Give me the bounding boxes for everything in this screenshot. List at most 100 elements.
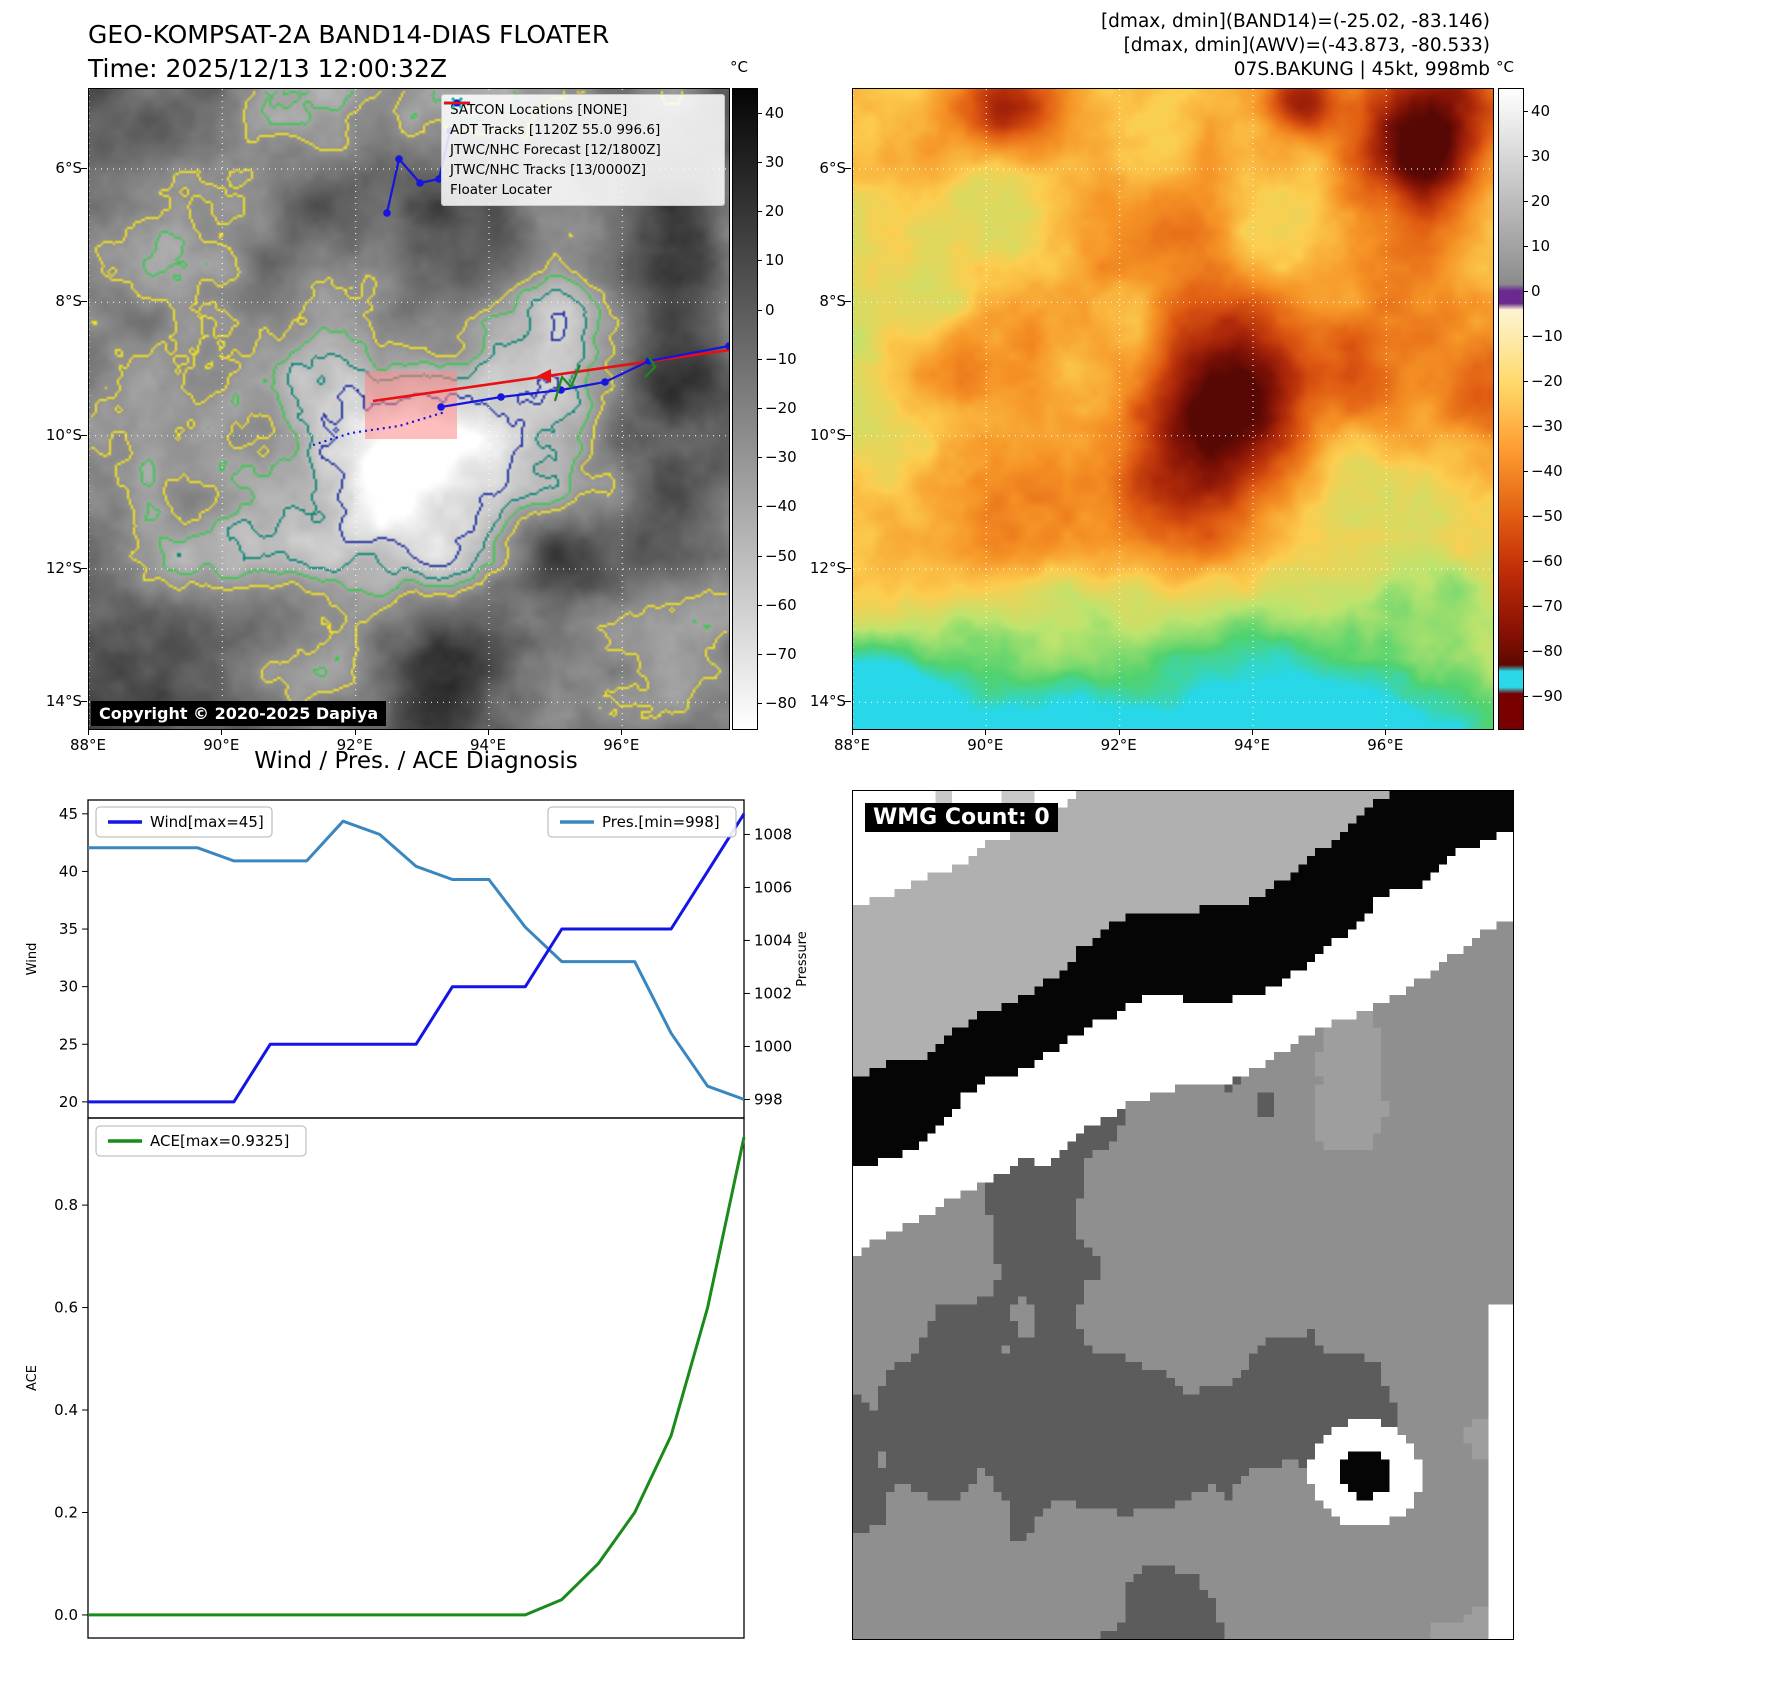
map-legend: SATCON Locations [NONE] ADT Tracks [1120Z… xyxy=(441,94,725,206)
colorbar-tick-label: 0 xyxy=(765,300,775,319)
x-tick-label: 96°E xyxy=(1367,736,1404,754)
colorbar-tick-label: −20 xyxy=(1531,371,1563,390)
pressure-legend-label: Pres.[min=998] xyxy=(602,813,720,831)
x-tick-label: 90°E xyxy=(967,736,1004,754)
colorbar-tick-label: −80 xyxy=(765,694,797,713)
colorbar-tick-label: −60 xyxy=(1531,552,1563,571)
y-tick-mark xyxy=(845,568,851,569)
x-tick-mark xyxy=(88,729,89,735)
pressure-legend-box xyxy=(547,806,737,838)
legend-item: JTWC/NHC Tracks [13/0000Z] xyxy=(444,99,716,180)
panel1-header: GEO-KOMPSAT-2A BAND14-DIAS FLOATER Time:… xyxy=(88,18,609,86)
colorbar-tick-label: −70 xyxy=(1531,597,1563,616)
y-tick-mark xyxy=(845,434,851,436)
colorbar-tick-mark xyxy=(1523,335,1528,337)
x-tick-mark xyxy=(354,729,356,735)
legend-item: JTWC/NHC Forecast [12/1800Z] xyxy=(444,101,716,160)
ace-legend-box xyxy=(95,1125,307,1157)
colorbar-tick-label: −70 xyxy=(765,645,797,664)
colorbar-tick-mark xyxy=(1523,290,1528,292)
x-tick-label: 88°E xyxy=(833,736,871,754)
band14-colorbar-unit: °C xyxy=(730,58,748,76)
pressure-tick-label: 998 xyxy=(754,1090,783,1108)
legend-label: ADT Tracks [1120Z 55.0 996.6] xyxy=(450,122,661,138)
y-tick-mark xyxy=(845,301,851,303)
colorbar-tick-mark xyxy=(1523,245,1528,247)
panel1-title: GEO-KOMPSAT-2A BAND14-DIAS FLOATER xyxy=(88,20,610,49)
colorbar-tick-label: −30 xyxy=(1531,417,1563,436)
colorbar-tick-mark xyxy=(757,604,762,606)
pressure-tick-label: 1006 xyxy=(754,878,792,896)
legend-item: Floater Locater xyxy=(444,101,716,200)
colorbar-tick-mark xyxy=(1523,471,1528,473)
diagnosis-title: Wind / Pres. / ACE Diagnosis xyxy=(254,748,578,774)
ace-series-line xyxy=(88,1136,746,1617)
colorbar-tick-mark xyxy=(757,506,762,508)
awv-colorbar-unit: °C xyxy=(1496,58,1514,76)
colorbar-tick-mark xyxy=(757,112,762,114)
wind-tick-label: 25 xyxy=(59,1035,78,1053)
ace-tick-label: 0.8 xyxy=(54,1196,78,1214)
legend-item: ADT Tracks [1120Z 55.0 996.6] xyxy=(444,101,716,140)
colorbar-tick-mark xyxy=(757,703,762,705)
copyright-label: Copyright © 2020-2025 Dapiya xyxy=(91,701,387,726)
ace-tick-label: 0.2 xyxy=(54,1503,78,1521)
storm-id-intensity: 07S.BAKUNG | 45kt, 998mb xyxy=(1233,59,1490,80)
colorbar-tick-label: 30 xyxy=(765,152,785,171)
colorbar-tick-label: 20 xyxy=(765,202,785,221)
y-tick-mark xyxy=(845,701,851,703)
y-tick-label: 6°S xyxy=(819,159,846,177)
ace-tick-label: 0.4 xyxy=(54,1401,78,1419)
colorbar-tick-label: −10 xyxy=(765,349,797,368)
awv-colorbar xyxy=(1498,88,1524,730)
wmg-image xyxy=(853,791,1513,1639)
y-tick-label: 14°S xyxy=(809,692,846,711)
y-tick-label: 12°S xyxy=(809,559,846,577)
colorbar-tick-label: 10 xyxy=(1531,236,1551,255)
legend-label: JTWC/NHC Forecast [12/1800Z] xyxy=(450,142,661,158)
pressure-tick-label: 1002 xyxy=(754,984,792,1002)
colorbar-tick-label: 40 xyxy=(765,103,785,122)
band14-colorbar xyxy=(732,88,758,730)
panel2-annotations: [dmax, dmin](BAND14)=(-25.02, -83.146) [… xyxy=(852,10,1490,82)
legend-item: SATCON Locations [NONE] xyxy=(450,96,716,120)
colorbar-tick-mark xyxy=(757,457,762,459)
colorbar-tick-label: −60 xyxy=(765,595,797,614)
y-tick-label: 10°S xyxy=(809,425,846,444)
colorbar-tick-mark xyxy=(757,555,762,557)
x-tick-label: 96°E xyxy=(603,736,640,754)
ace-legend-label: ACE[max=0.9325] xyxy=(150,1132,289,1150)
band14-satellite-map: SATCON Locations [NONE] ADT Tracks [1120Z… xyxy=(88,88,730,730)
y-tick-label: 8°S xyxy=(819,292,846,311)
panel1-timestamp: Time: 2025/12/13 12:00:32Z xyxy=(88,54,447,83)
pressure-axis-label: Pressure xyxy=(795,931,810,987)
colorbar-tick-label: 10 xyxy=(765,251,785,270)
colorbar-tick-mark xyxy=(757,408,762,409)
y-tick-mark xyxy=(81,568,87,569)
wmg-count-label: WMG Count: 0 xyxy=(865,803,1058,832)
colorbar-tick-label: −40 xyxy=(1531,462,1563,481)
y-tick-mark xyxy=(81,701,87,703)
wind-legend-box xyxy=(95,806,273,838)
colorbar-tick-label: −30 xyxy=(765,448,797,467)
pressure-tick-label: 1000 xyxy=(754,1037,792,1055)
x-tick-mark xyxy=(621,729,623,735)
dmax-dmin-awv: [dmax, dmin](AWV)=(-43.873, -80.533) xyxy=(1123,35,1490,56)
y-tick-label: 6°S xyxy=(55,159,82,177)
y-tick-mark xyxy=(81,168,87,169)
colorbar-tick-mark xyxy=(1523,426,1528,428)
legend-label: JTWC/NHC Tracks [13/0000Z] xyxy=(450,162,647,178)
colorbar-tick-label: −80 xyxy=(1531,642,1563,661)
wind-tick-label: 40 xyxy=(59,862,78,880)
wind-tick-label: 45 xyxy=(59,805,78,823)
awv-image xyxy=(853,89,1493,729)
colorbar-tick-mark xyxy=(1523,155,1528,157)
y-tick-mark xyxy=(845,168,851,169)
pressure-tick-label: 1004 xyxy=(754,931,792,949)
wind-tick-label: 20 xyxy=(59,1093,78,1111)
colorbar-tick-mark xyxy=(1523,561,1528,563)
colorbar-tick-mark xyxy=(1523,516,1528,518)
x-tick-label: 90°E xyxy=(203,736,240,754)
y-tick-mark xyxy=(81,301,87,303)
